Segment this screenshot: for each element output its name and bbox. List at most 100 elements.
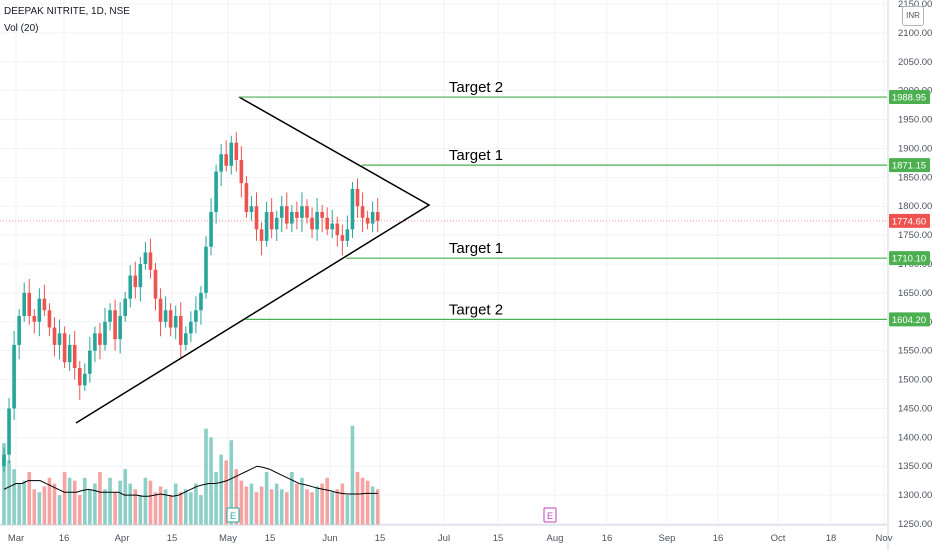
candle-body xyxy=(163,310,168,322)
price-tick-label: 1850.00 xyxy=(898,172,932,183)
time-tick-label: Jul xyxy=(438,533,450,544)
candle-body xyxy=(269,212,274,230)
candle-body xyxy=(199,292,203,311)
candle xyxy=(264,201,269,247)
candle xyxy=(77,361,82,400)
price-tick-label: 1750.00 xyxy=(898,230,932,241)
price-tick-label: 1800.00 xyxy=(898,201,932,212)
candle xyxy=(305,199,309,224)
volume-bar xyxy=(264,472,269,525)
candle xyxy=(173,305,178,340)
volume-bar xyxy=(168,495,173,525)
volume-bar xyxy=(305,489,309,525)
candle xyxy=(269,198,274,238)
symmetrical-triangle-drawing xyxy=(75,96,431,424)
candle xyxy=(279,195,284,233)
candle xyxy=(285,192,289,230)
candle xyxy=(350,181,355,238)
volume-bar xyxy=(285,492,289,525)
volume-bar xyxy=(12,469,16,525)
volume-bar xyxy=(189,492,193,525)
earnings-marker[interactable]: E xyxy=(543,507,557,523)
candle xyxy=(315,198,319,241)
volume-bar xyxy=(370,486,375,525)
candle xyxy=(113,299,117,351)
candle-body xyxy=(209,212,213,247)
volume-bar xyxy=(259,486,264,525)
candle-body xyxy=(98,333,102,345)
candle-body xyxy=(27,292,32,316)
candle xyxy=(254,192,259,241)
candle xyxy=(300,192,304,233)
price-tick-label: 1400.00 xyxy=(898,432,932,443)
candle-body xyxy=(143,252,148,264)
target-label: Target 1 xyxy=(449,147,503,164)
candle xyxy=(290,205,294,233)
candle xyxy=(72,331,77,380)
volume-bar xyxy=(214,472,218,525)
time-tick-label: 16 xyxy=(713,533,724,544)
volume-bar xyxy=(148,480,153,525)
volume-bar xyxy=(52,483,57,525)
volume-bar xyxy=(194,483,198,525)
candle xyxy=(42,284,47,316)
candle-body xyxy=(153,269,158,299)
candle-body xyxy=(244,183,249,212)
candle xyxy=(57,319,62,360)
candle xyxy=(274,210,279,241)
candle xyxy=(62,326,67,368)
candle-body xyxy=(57,333,62,345)
candle xyxy=(143,242,148,270)
candle-body xyxy=(158,298,163,322)
volume-bar xyxy=(340,483,345,525)
volume-indicator-label[interactable]: Vol (20) xyxy=(4,23,39,34)
candle xyxy=(17,309,21,360)
price-tick-label: 1350.00 xyxy=(898,461,932,472)
candle xyxy=(229,135,234,175)
price-tick-label: 1650.00 xyxy=(898,288,932,299)
target-label: Target 1 xyxy=(449,240,503,257)
volume-bar xyxy=(315,486,319,525)
volume-bar xyxy=(249,483,254,525)
candle xyxy=(12,331,16,420)
candle xyxy=(219,143,223,186)
volume-bar xyxy=(178,492,183,525)
candle xyxy=(194,296,198,334)
time-tick-label: 15 xyxy=(265,533,276,544)
candle xyxy=(370,201,375,233)
candle-body xyxy=(123,298,127,316)
candle xyxy=(234,132,239,172)
price-tick-label: 1550.00 xyxy=(898,346,932,357)
candle xyxy=(244,176,249,218)
candle xyxy=(345,215,350,247)
volume-bar xyxy=(98,472,102,525)
candle-body xyxy=(128,275,133,299)
currency-badge[interactable]: INR xyxy=(902,6,924,26)
candle xyxy=(67,334,72,371)
candle xyxy=(340,224,345,256)
candle xyxy=(168,303,173,337)
candle-body xyxy=(249,206,254,212)
volume-bar xyxy=(239,480,244,525)
volume-bar xyxy=(118,480,122,525)
volume-bar xyxy=(234,469,239,525)
volume-bar xyxy=(360,477,365,525)
candle xyxy=(128,265,133,308)
candle xyxy=(178,302,183,360)
volume-bar xyxy=(27,472,32,525)
volume-bar xyxy=(279,489,284,525)
volume-bar xyxy=(375,489,380,525)
volume-bar xyxy=(143,477,148,525)
candle xyxy=(133,261,138,299)
candle-body xyxy=(2,454,6,467)
volume-bar xyxy=(325,477,329,525)
candle xyxy=(153,262,158,311)
level-price-tag: 1988.95 xyxy=(892,93,926,104)
volume-bar xyxy=(17,483,21,525)
candle xyxy=(335,216,340,247)
earnings-marker[interactable]: E xyxy=(226,507,240,523)
candle xyxy=(7,398,11,464)
candle xyxy=(98,322,102,360)
candle-body xyxy=(224,154,228,166)
